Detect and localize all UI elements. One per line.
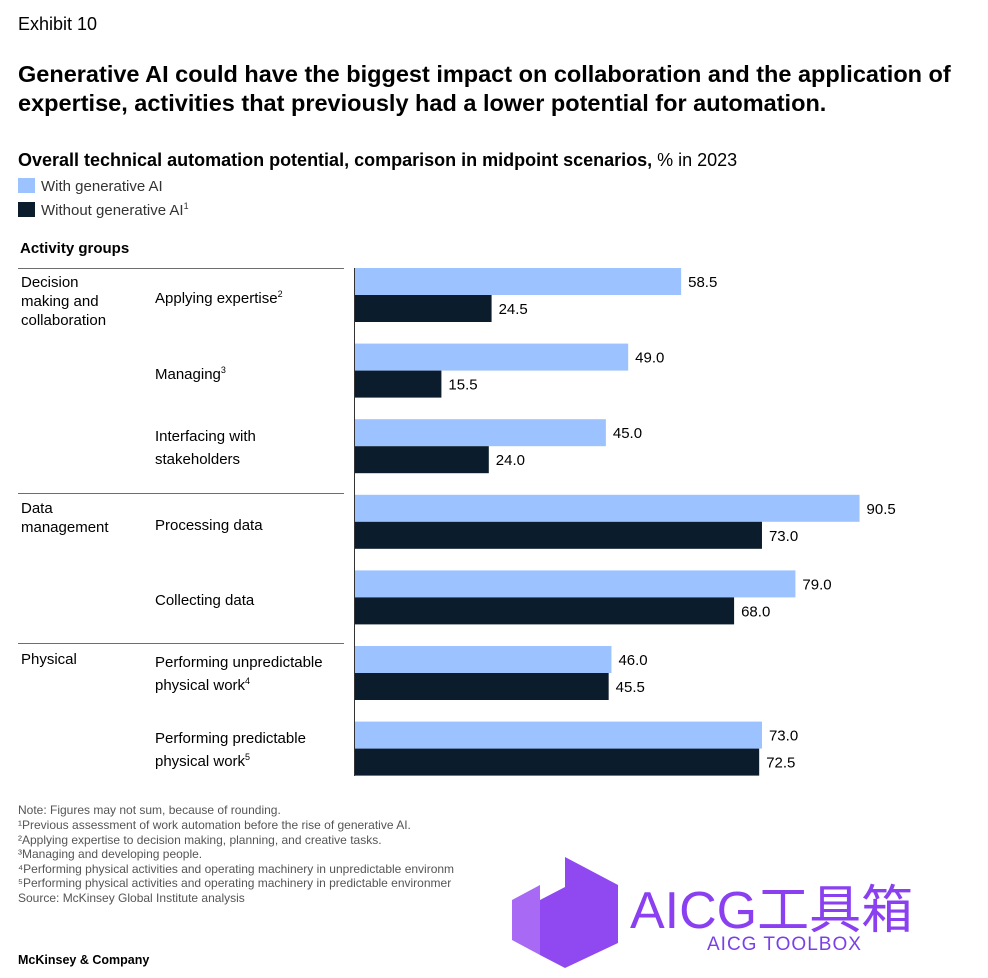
brand-name: McKinsey & Company [18, 953, 150, 967]
watermark-subtitle: AICG TOOLBOX [707, 934, 862, 955]
subtitle-unit: % in 2023 [652, 150, 738, 170]
bar-without-genai [355, 295, 492, 322]
bar-without-genai [355, 446, 489, 474]
footnote-4: ⁴Performing physical activities and oper… [18, 862, 455, 876]
activity-label: Managing3 [155, 361, 226, 384]
bar-value-label: 45.5 [616, 679, 645, 696]
activity-label-text: Applying expertise [155, 290, 278, 307]
activity-label-text: Processing data [155, 517, 263, 534]
footnote-3: ³Managing and developing people. [18, 847, 203, 861]
bar-value-label: 73.0 [769, 728, 798, 745]
legend-swatch-without [18, 202, 35, 217]
bar-without-genai [355, 370, 442, 398]
bar-value-label: 68.0 [741, 603, 770, 620]
activity-label: Interfacing with stakeholders [155, 427, 256, 469]
group-label-data: Data management [21, 500, 109, 536]
activity-label-text: Managing [155, 366, 221, 383]
bar-with-genai [355, 494, 860, 522]
group-divider [18, 643, 344, 644]
footnote-note: Note: Figures may not sum, because of ro… [18, 803, 281, 817]
chart-subtitle: Overall technical automation potential, … [18, 150, 737, 171]
bar-value-label: 73.0 [769, 528, 798, 545]
bar-value-label: 24.5 [499, 301, 528, 318]
footnote-5: ⁵Performing physical activities and oper… [18, 876, 452, 890]
activity-label: Collecting data [155, 587, 254, 610]
bar-with-genai [355, 343, 629, 371]
bar-value-label: 72.5 [766, 755, 795, 772]
bar-value-label: 90.5 [867, 501, 896, 518]
activity-label-text: Collecting data [155, 592, 255, 609]
group-label-decision: Decision making and collaboration [21, 274, 107, 329]
legend-without-genai: Without generative AI1 [18, 201, 189, 219]
activity-footnote-mark: 5 [245, 752, 251, 762]
activity-label: Applying expertise2 [155, 285, 283, 308]
legend-label-with: With generative AI [41, 178, 163, 195]
bar-value-label: 49.0 [635, 350, 664, 367]
activity-footnote-mark: 3 [220, 365, 226, 375]
bar-value-label: 24.0 [496, 452, 525, 469]
bar-without-genai [355, 597, 735, 625]
activity-label: Processing data [155, 512, 263, 535]
activity-label-text: Performing predictable physical work [155, 730, 306, 770]
activity-groups-header: Activity groups [20, 240, 130, 257]
footnote-2: ²Applying expertise to decision making, … [18, 833, 382, 847]
subtitle-text: Overall technical automation potential, … [18, 150, 653, 170]
bar-value-label: 15.5 [448, 377, 477, 394]
bar-with-genai [355, 721, 762, 749]
footnote-1: ¹Previous assessment of work automation … [18, 818, 411, 832]
activity-label-text: Interfacing with stakeholders [155, 428, 256, 468]
bar-without-genai [355, 748, 760, 776]
exhibit-label: Exhibit 10 [18, 14, 98, 34]
bar-without-genai [355, 673, 609, 700]
headline: Generative AI could have the biggest imp… [18, 61, 951, 116]
legend-label-without: Without generative AI [41, 202, 184, 219]
bar-value-label: 58.5 [688, 274, 717, 291]
group-divider [18, 268, 344, 269]
bar-value-label: 79.0 [802, 576, 831, 593]
activity-footnote-mark: 4 [245, 676, 251, 686]
watermark-logo-icon [512, 857, 618, 968]
footnote-source: Source: McKinsey Global Institute analys… [18, 891, 245, 905]
activity-label: Performing predictable physical work5 [155, 729, 306, 771]
legend-swatch-with [18, 178, 35, 193]
activity-footnote-mark: 2 [277, 289, 283, 299]
bar-with-genai [355, 570, 796, 598]
bar-chart: 58.5 24.5 49.0 15.5 45.0 24.0 90.5 73.0 79.0 68.0… [354, 268, 896, 776]
bar-without-genai [355, 521, 762, 549]
group-label-physical: Physical [21, 651, 77, 668]
legend-footnote-mark: 1 [183, 201, 189, 211]
legend-with-genai: With generative AI [18, 178, 163, 195]
group-divider [18, 493, 344, 494]
activity-label-text: Performing unpredictable physical work [155, 654, 323, 694]
bar-group: 58.5 24.5 49.0 15.5 45.0 24.0 90.5 73.0 79.0 68.0… [355, 268, 896, 776]
bar-with-genai [355, 419, 606, 447]
bar-with-genai [355, 646, 612, 673]
bar-with-genai [355, 268, 682, 295]
watermark-title: AICG工具箱 [630, 882, 914, 940]
bar-value-label: 45.0 [613, 425, 642, 442]
activity-label: Performing unpredictable physical work4 [155, 653, 323, 695]
bar-value-label: 46.0 [618, 652, 647, 669]
